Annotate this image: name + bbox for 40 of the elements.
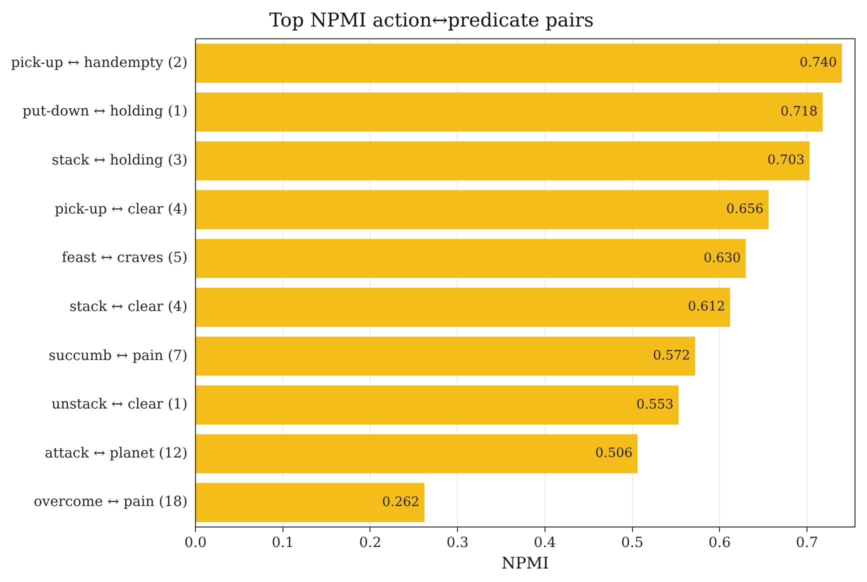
x-axis-title: NPMI	[502, 554, 550, 573]
data-label: 0.630	[704, 250, 741, 266]
y-tick-label: put-down ↔ holding (1)	[22, 104, 188, 120]
bar	[196, 190, 769, 230]
x-tick-label: 0.5	[621, 535, 644, 552]
bar	[196, 44, 842, 83]
y-tick-label: feast ↔ craves (5)	[62, 250, 188, 266]
x-tick-label: 0.6	[708, 535, 731, 552]
y-tick-label: stack ↔ clear (4)	[69, 298, 188, 315]
data-label: 0.572	[652, 348, 690, 364]
chart-title: Top NPMI action↔predicate pairs	[269, 9, 594, 32]
x-tick-label: 0.7	[796, 535, 818, 552]
x-tick-label: 0.1	[272, 535, 294, 552]
bar	[196, 141, 810, 180]
x-tick-label: 0.0	[184, 535, 207, 552]
bar	[196, 483, 424, 522]
bar	[196, 434, 638, 474]
y-tick-label: pick-up ↔ handempty (2)	[10, 54, 188, 71]
y-tick-label: succumb ↔ pain (7)	[48, 348, 188, 364]
bar	[196, 92, 823, 132]
data-label: 0.740	[800, 56, 837, 71]
x-tick-label: 0.4	[534, 535, 556, 552]
x-tick-label: 0.3	[446, 535, 469, 552]
bar	[196, 238, 746, 278]
y-tick-label: stack ↔ holding (3)	[52, 152, 188, 168]
data-label: 0.553	[636, 397, 674, 412]
y-tick-label: unstack ↔ clear (1)	[51, 396, 188, 413]
bar	[196, 288, 730, 327]
bar	[196, 336, 696, 376]
data-label: 0.656	[726, 202, 764, 218]
data-label: 0.718	[780, 104, 818, 120]
y-tick-label: attack ↔ planet (12)	[44, 445, 188, 462]
data-label: 0.612	[688, 300, 726, 315]
y-tick-label: overcome ↔ pain (18)	[34, 494, 188, 510]
data-label: 0.703	[767, 153, 805, 168]
bar	[196, 385, 679, 424]
x-tick-label: 0.2	[359, 535, 382, 552]
y-tick-label: pick-up ↔ clear (4)	[54, 201, 188, 218]
data-label: 0.262	[382, 494, 420, 510]
data-label: 0.506	[595, 446, 633, 462]
